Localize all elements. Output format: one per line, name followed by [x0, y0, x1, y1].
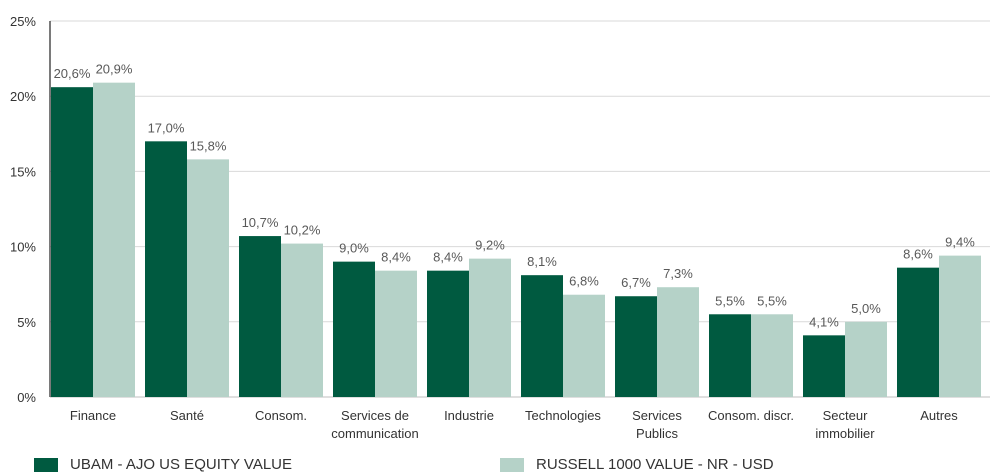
x-axis-tick-labels: Finance Santé Consom. Services de communicat…	[70, 408, 958, 441]
legend-swatch-russell	[500, 457, 524, 472]
y-axis-tick-labels: 0% 5% 10% 15% 20% 25%	[10, 14, 36, 405]
data-labels: 20,6% 20,9% 17,0% 15,8% 10,7% 10,2% 9,0% 8,4% 8,…	[54, 62, 976, 330]
bar-russell	[375, 270, 417, 397]
x-tick-label: Industrie	[444, 408, 494, 423]
bar-ubam	[709, 314, 751, 397]
legend-item-ubam: UBAM - AJO US EQUITY VALUE	[34, 456, 292, 473]
bar-russell	[751, 314, 793, 397]
x-tick-label: Secteur immobilier	[815, 408, 875, 441]
data-label-russell: 5,5%	[757, 293, 787, 308]
x-tick-label: Services Publics	[632, 408, 682, 441]
x-tick-label: Technologies	[525, 408, 601, 423]
bar-ubam	[51, 87, 93, 398]
legend-swatch-ubam	[34, 457, 58, 472]
data-label-russell: 9,2%	[475, 238, 505, 253]
data-label-russell: 9,4%	[945, 235, 975, 250]
data-label-ubam: 8,1%	[527, 254, 557, 269]
bars	[51, 82, 981, 398]
legend-item-russell: RUSSELL 1000 VALUE - NR - USD	[500, 456, 774, 473]
data-label-russell: 20,9%	[96, 62, 133, 77]
data-label-ubam: 8,4%	[433, 250, 463, 265]
legend-label-russell: RUSSELL 1000 VALUE - NR - USD	[536, 456, 774, 473]
data-label-russell: 5,0%	[851, 301, 881, 316]
data-label-russell: 10,2%	[284, 223, 321, 238]
data-label-ubam: 4,1%	[809, 314, 839, 329]
bar-russell	[281, 243, 323, 397]
data-label-russell: 7,3%	[663, 266, 693, 281]
y-tick-label: 0%	[17, 390, 36, 405]
x-tick-label: Autres	[920, 408, 958, 423]
data-label-ubam: 5,5%	[715, 293, 745, 308]
bar-russell	[939, 255, 981, 397]
data-label-ubam: 20,6%	[54, 66, 91, 81]
y-tick-label: 25%	[10, 14, 36, 29]
data-label-ubam: 6,7%	[621, 275, 651, 290]
bar-ubam	[239, 236, 281, 397]
bar-ubam	[145, 141, 187, 397]
bar-russell	[563, 294, 605, 397]
y-tick-label: 15%	[10, 164, 36, 179]
bar-russell	[93, 82, 135, 397]
data-label-ubam: 17,0%	[148, 120, 185, 135]
data-label-ubam: 9,0%	[339, 241, 369, 256]
x-tick-label: Consom. discr.	[708, 408, 794, 423]
legend-label-ubam: UBAM - AJO US EQUITY VALUE	[70, 456, 292, 473]
data-label-russell: 6,8%	[569, 274, 599, 289]
bar-ubam	[333, 261, 375, 397]
x-tick-label: Consom.	[255, 408, 307, 423]
bar-ubam	[521, 275, 563, 397]
y-tick-label: 5%	[17, 315, 36, 330]
bar-russell	[187, 159, 229, 397]
bar-ubam	[897, 267, 939, 397]
bar-russell	[845, 321, 887, 397]
y-tick-label: 10%	[10, 240, 36, 255]
x-tick-label: Services de communication	[331, 408, 418, 441]
data-label-ubam: 10,7%	[242, 215, 279, 230]
x-tick-label: Finance	[70, 408, 116, 423]
y-tick-label: 20%	[10, 89, 36, 104]
data-label-russell: 8,4%	[381, 250, 411, 265]
bar-ubam	[803, 335, 845, 397]
data-label-russell: 15,8%	[190, 138, 227, 153]
data-label-ubam: 8,6%	[903, 247, 933, 262]
bar-ubam	[427, 270, 469, 397]
bar-russell	[657, 287, 699, 397]
bar-russell	[469, 258, 511, 397]
x-tick-label: Santé	[170, 408, 204, 423]
bar-ubam	[615, 296, 657, 397]
bar-chart: 0% 5% 10% 15% 20% 25% 20,6% 20,9% 17,0% 15,8% 10,…	[10, 14, 990, 441]
